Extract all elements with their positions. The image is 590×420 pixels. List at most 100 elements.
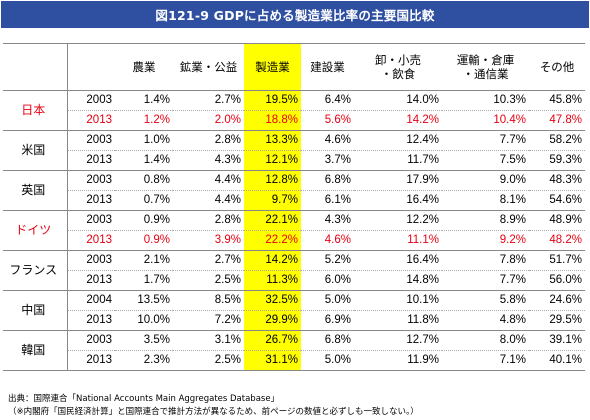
table-row: 2013 0.9% 3.9% 22.2% 4.6% 11.1% 9.2% 48.2% <box>3 230 585 251</box>
value-cell: 1.4% <box>115 150 173 171</box>
value-cell: 58.2% <box>529 130 585 151</box>
value-cell: 4.6% <box>301 230 354 251</box>
value-cell: 0.8% <box>115 170 173 191</box>
value-cell: 16.4% <box>354 190 442 211</box>
value-cell: 8.9% <box>442 210 529 231</box>
column-header: 製造業 <box>244 43 301 91</box>
value-cell: 39.1% <box>529 330 585 351</box>
value-cell: 2.7% <box>173 90 244 111</box>
value-cell: 18.8% <box>244 110 301 131</box>
value-cell: 4.3% <box>301 210 354 231</box>
value-cell: 26.7% <box>244 330 301 351</box>
year-cell: 2013 <box>66 150 115 171</box>
value-cell: 59.3% <box>529 150 585 171</box>
year-cell: 2013 <box>66 350 115 371</box>
year-cell: 2013 <box>66 310 115 331</box>
table-row: 2013 1.2% 2.0% 18.8% 5.6% 14.2% 10.4% 47.8% <box>3 110 585 131</box>
value-cell: 2.5% <box>173 270 244 291</box>
value-cell: 40.1% <box>529 350 585 371</box>
value-cell: 1.7% <box>115 270 173 291</box>
value-cell: 5.2% <box>301 250 354 271</box>
value-cell: 10.0% <box>115 310 173 331</box>
method-note: （※内閣府「国民経済計算」と国際連合で推計方法が異なるため、前ページの数値と必ず… <box>8 407 419 417</box>
value-cell: 5.8% <box>442 290 529 311</box>
value-cell: 2.8% <box>173 130 244 151</box>
value-cell: 10.4% <box>442 110 529 131</box>
value-cell: 14.2% <box>244 250 301 271</box>
value-cell: 4.4% <box>173 170 244 191</box>
table-row: 英国 2003 0.8% 4.4% 12.8% 6.8% 17.9% 9.0% 48.3% <box>3 170 585 211</box>
value-cell: 7.1% <box>442 350 529 371</box>
value-cell: 22.1% <box>244 210 301 231</box>
column-header <box>66 43 115 91</box>
value-cell: 4.3% <box>173 150 244 171</box>
value-cell: 11.3% <box>244 270 301 291</box>
value-cell: 2.5% <box>173 350 244 371</box>
value-cell: 7.8% <box>442 250 529 271</box>
value-cell: 14.8% <box>354 270 442 291</box>
value-cell: 4.6% <box>301 130 354 151</box>
value-cell: 24.6% <box>529 290 585 311</box>
value-cell: 12.8% <box>244 170 301 191</box>
year-cell: 2003 <box>66 130 115 151</box>
value-cell: 5.0% <box>301 350 354 371</box>
value-cell: 14.0% <box>354 90 442 111</box>
value-cell: 1.0% <box>115 130 173 151</box>
value-cell: 6.8% <box>301 330 354 351</box>
value-cell: 0.9% <box>115 210 173 231</box>
value-cell: 11.8% <box>354 310 442 331</box>
value-cell: 19.5% <box>244 90 301 111</box>
country-label: 中国 <box>3 290 67 331</box>
table-row: 2013 1.4% 4.3% 12.1% 3.7% 11.7% 7.5% 59.3% <box>3 150 585 171</box>
value-cell: 54.6% <box>529 190 585 211</box>
value-cell: 12.7% <box>354 330 442 351</box>
column-header: 農業 <box>115 43 173 91</box>
value-cell: 17.9% <box>354 170 442 191</box>
year-cell: 2013 <box>66 270 115 291</box>
table-row: フランス 2003 2.1% 2.7% 14.2% 5.2% 16.4% 7.8% 51.7% <box>3 250 585 291</box>
value-cell: 12.2% <box>354 210 442 231</box>
value-cell: 10.3% <box>442 90 529 111</box>
value-cell: 2.8% <box>173 210 244 231</box>
value-cell: 11.7% <box>354 150 442 171</box>
value-cell: 3.1% <box>173 330 244 351</box>
country-label: 韓国 <box>3 330 67 371</box>
value-cell: 6.4% <box>301 90 354 111</box>
table-row: 2013 1.7% 2.5% 11.3% 6.0% 14.8% 7.7% 56.0% <box>3 270 585 291</box>
value-cell: 47.8% <box>529 110 585 131</box>
value-cell: 9.7% <box>244 190 301 211</box>
value-cell: 3.5% <box>115 330 173 351</box>
column-header <box>3 43 67 91</box>
value-cell: 5.6% <box>301 110 354 131</box>
country-label: 英国 <box>3 170 67 211</box>
value-cell: 6.1% <box>301 190 354 211</box>
value-cell: 13.5% <box>115 290 173 311</box>
value-cell: 4.4% <box>173 190 244 211</box>
value-cell: 14.2% <box>354 110 442 131</box>
header-row: 農業 鉱業・公益 製造業 建設業 卸・小売 ・飲食 運輸・倉庫 ・通信業 その他 <box>3 43 585 91</box>
value-cell: 1.2% <box>115 110 173 131</box>
column-header: 鉱業・公益 <box>173 43 244 91</box>
year-cell: 2003 <box>66 210 115 231</box>
country-label: フランス <box>3 250 67 291</box>
value-cell: 0.7% <box>115 190 173 211</box>
year-cell: 2003 <box>66 90 115 111</box>
year-cell: 2003 <box>66 330 115 351</box>
table-row: 2013 0.7% 4.4% 9.7% 6.1% 16.4% 8.1% 54.6% <box>3 190 585 211</box>
value-cell: 7.7% <box>442 130 529 151</box>
value-cell: 12.4% <box>354 130 442 151</box>
value-cell: 32.5% <box>244 290 301 311</box>
gdp-share-table: 農業 鉱業・公益 製造業 建設業 卸・小売 ・飲食 運輸・倉庫 ・通信業 その他 日本 2003 1… <box>3 43 585 371</box>
value-cell: 22.2% <box>244 230 301 251</box>
value-cell: 2.0% <box>173 110 244 131</box>
table-row: 米国 2003 1.0% 2.8% 13.3% 4.6% 12.4% 7.7% 58.2% <box>3 130 585 171</box>
year-cell: 2013 <box>66 190 115 211</box>
value-cell: 45.8% <box>529 90 585 111</box>
value-cell: 2.3% <box>115 350 173 371</box>
value-cell: 56.0% <box>529 270 585 291</box>
value-cell: 2.7% <box>173 250 244 271</box>
value-cell: 9.0% <box>442 170 529 191</box>
value-cell: 29.5% <box>529 310 585 331</box>
value-cell: 1.4% <box>115 90 173 111</box>
table-row: 2013 2.3% 2.5% 31.1% 5.0% 11.9% 7.1% 40.1% <box>3 350 585 371</box>
